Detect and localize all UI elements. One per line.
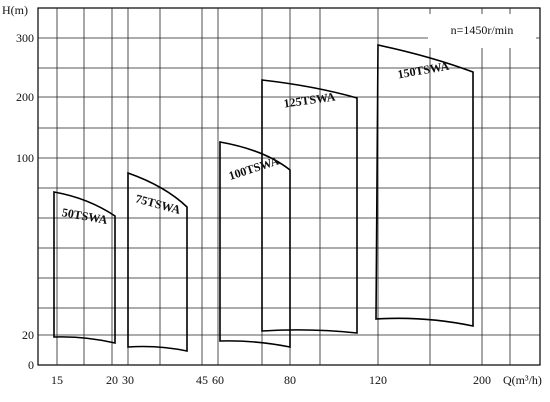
region-label: 150TSWA [396,59,450,82]
y-tick-label: 0 [28,358,34,372]
x-tick-label: 80 [284,373,296,387]
region [219,141,291,348]
y-tick-label: 100 [16,151,34,165]
x-tick-label: 15 [51,373,63,387]
region [53,191,116,345]
y-axis-label: H(m) [2,3,28,17]
y-tick-label: 20 [22,328,34,342]
note: n=1450r/min [451,23,514,37]
region [375,44,474,327]
plot-frame [37,7,541,366]
grid [37,7,541,366]
x-tick-label: 45 [196,373,208,387]
region-label: 75TSWA [134,191,182,217]
region-label: 125TSWA [283,89,337,110]
x-tick-label: 120 [369,373,387,387]
x-tick-label: 30 [122,373,134,387]
y-tick-label: 300 [16,31,34,45]
x-tick-label: 60 [212,373,224,387]
region [127,171,188,352]
region [261,79,358,334]
note-box [428,14,536,48]
x-tick-label: 20 [106,373,118,387]
x-tick-label: 200 [473,373,491,387]
y-tick-label: 200 [16,90,34,104]
x-axis-label: Q(m³/h) [503,373,542,387]
